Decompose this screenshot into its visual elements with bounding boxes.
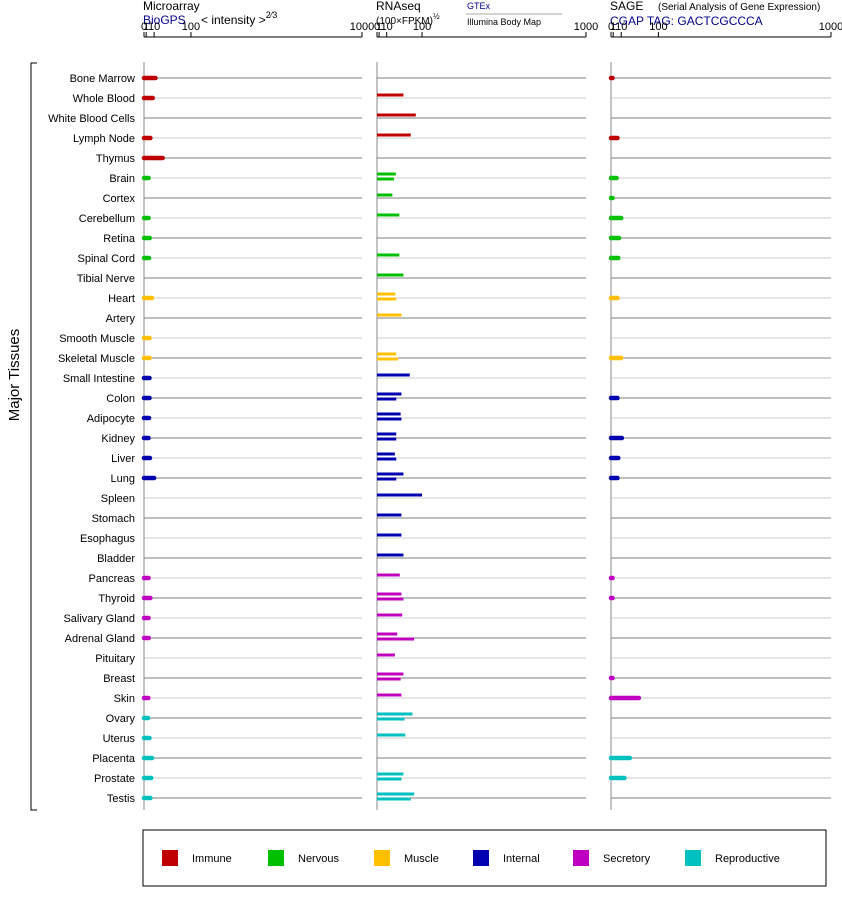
x-tick-label: 10 [615,21,627,33]
x-tick-label: 1 [143,21,149,33]
tissue-label: Cerebellum [79,213,135,225]
legend-label: Nervous [298,853,339,865]
tissue-label: Adipocyte [87,413,135,425]
legend-swatch [685,850,701,866]
tissue-label: Bladder [97,553,135,565]
tissue-label: White Blood Cells [48,113,135,125]
panel-title: Microarray [143,0,200,13]
tissue-label: Adrenal Gland [65,633,135,645]
x-tick-label: 100 [182,21,200,33]
tissue-label: Liver [111,453,135,465]
tissue-label: Uterus [103,733,136,745]
x-tick-label: 1000 [350,21,374,33]
tissue-label: Ovary [106,713,136,725]
panel-title: SAGE [610,0,643,13]
x-tick-label: 100 [413,21,431,33]
tissue-label: Skin [114,693,135,705]
legend-label: Immune [192,853,232,865]
source-label: CGAP TAG: GACTCGCCCA [610,14,763,28]
tissue-label: Colon [106,393,135,405]
tissue-label: Brain [109,173,135,185]
y-axis-label: Major Tissues [6,329,23,422]
tissue-label: Prostate [94,773,135,785]
tissue-label: Kidney [101,433,135,445]
tissue-label: Smooth Muscle [59,333,135,345]
tissue-label: Lymph Node [73,133,135,145]
x-tick-label: 1 [376,21,382,33]
tissue-label: Esophagus [80,533,136,545]
tissue-label: Bone Marrow [70,73,135,85]
tissue-label: Breast [103,673,135,685]
tissue-label: Placenta [92,753,136,765]
tissue-label: Thymus [96,153,136,165]
legend-label: Secretory [603,853,651,865]
tissue-label: Testis [107,793,136,805]
panel-subtitle: (Serial Analysis of Gene Expression) [658,2,820,13]
x-tick-label: 10 [148,21,160,33]
tissue-label: Stomach [92,513,135,525]
legend: Immune Nervous Muscle Internal Secretory Repr… [142,829,827,887]
x-tick-label: 10 [381,21,393,33]
legend-swatch [268,850,284,866]
panel-sage: SAGE (Serial Analysis of Gene Expression)… [608,0,842,810]
unit-label: < intensity >2⁄3 [201,10,277,27]
tissue-label: Thyroid [98,593,135,605]
x-tick-label: 1000 [574,21,598,33]
x-tick-label: 100 [649,21,667,33]
x-tick-label: 0 [374,21,380,33]
tissue-label: Lung [111,473,135,485]
tissue-label: Whole Blood [73,93,135,105]
legend-swatch [374,850,390,866]
legend-label: Muscle [404,853,439,865]
gtex-link: GTEx [467,1,491,11]
tissue-label: Retina [103,233,136,245]
body-map-link: Illumina Body Map [467,17,541,27]
x-tick-label: 1000 [819,21,842,33]
source-label: BioGPS [143,13,186,27]
legend-swatch [162,850,178,866]
legend-swatch [473,850,489,866]
tissue-label: Spleen [101,493,135,505]
tissue-label: Skeletal Muscle [58,353,135,365]
x-tick-label: 1 [610,21,616,33]
legend-label: Reproductive [715,853,780,865]
tissue-label: Pituitary [95,653,135,665]
legend-box [142,829,827,887]
tissue-label: Spinal Cord [78,253,135,265]
tissue-bracket [30,62,37,811]
legend-label: Internal [503,853,540,865]
unit-label: (100×FPKM)½ [376,12,440,27]
legend-swatch [573,850,589,866]
tissue-label: Heart [108,293,135,305]
tissue-label: Tibial Nerve [77,273,135,285]
tissue-label: Pancreas [89,573,136,585]
x-tick-label: 0 [608,21,614,33]
tissue-label: Salivary Gland [63,613,135,625]
tissue-label: Artery [106,313,136,325]
tissue-label: Small Intestine [63,373,135,385]
tissue-label: Cortex [103,193,136,205]
x-tick-label: 0 [141,21,147,33]
panel-title: RNAseq [376,0,421,13]
